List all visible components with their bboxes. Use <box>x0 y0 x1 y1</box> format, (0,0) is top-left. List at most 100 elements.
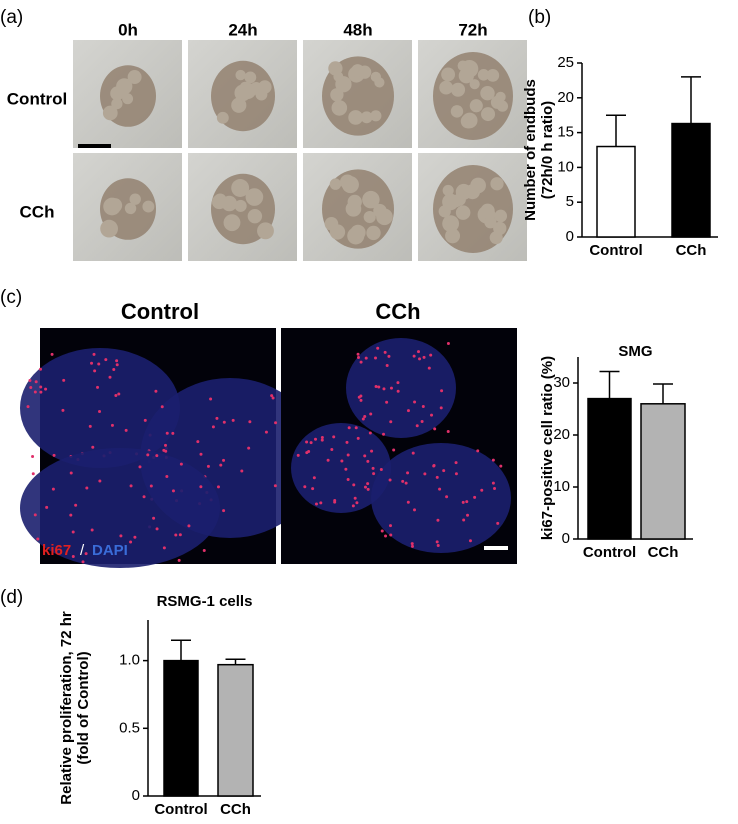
nucleus <box>352 483 356 487</box>
bud <box>258 80 272 94</box>
y-tick-label: 0 <box>562 530 570 547</box>
bud <box>442 215 460 233</box>
nucleus <box>392 448 396 452</box>
nucleus <box>374 384 378 388</box>
tissue <box>20 448 220 568</box>
nucleus <box>446 341 450 345</box>
y-tick-label: 0.5 <box>119 719 140 736</box>
y-tick-label: 25 <box>557 54 574 71</box>
stain-label: DAPI <box>92 542 128 559</box>
nucleus <box>98 479 102 483</box>
image-title: CCh <box>375 299 420 324</box>
scale-bar <box>78 144 111 148</box>
bud <box>331 100 348 116</box>
nucleus <box>396 381 400 385</box>
tissue <box>346 338 456 438</box>
nucleus <box>356 356 360 360</box>
nucleus <box>115 359 119 363</box>
bud <box>235 69 246 81</box>
nucleus <box>160 405 164 409</box>
bud <box>347 227 365 245</box>
timepoint: 72h <box>458 20 487 39</box>
nucleus <box>271 396 275 400</box>
bud <box>102 105 118 121</box>
nucleus <box>376 346 380 350</box>
nucleus <box>97 362 101 366</box>
nucleus <box>143 418 147 422</box>
nucleus <box>31 455 35 459</box>
bud <box>490 177 504 191</box>
nucleus <box>435 540 439 544</box>
nucleus <box>174 533 178 537</box>
bud <box>348 110 363 125</box>
nucleus <box>104 358 108 362</box>
nucleus <box>326 458 330 462</box>
x-tick-label: CCh <box>220 801 251 818</box>
nucleus <box>129 484 133 488</box>
nucleus <box>366 487 370 491</box>
bar <box>596 145 636 238</box>
nucleus <box>369 412 373 416</box>
bud <box>458 68 474 84</box>
bud <box>107 198 123 213</box>
nucleus <box>374 356 378 360</box>
nucleus <box>264 430 268 434</box>
nucleus <box>344 467 348 471</box>
nucleus <box>353 496 357 500</box>
nucleus <box>387 354 391 358</box>
bud <box>477 68 490 81</box>
x-tick-label: CCh <box>648 544 679 561</box>
bud <box>442 193 459 211</box>
bud <box>244 71 257 84</box>
nucleus <box>439 406 443 410</box>
nucleus <box>119 534 123 538</box>
bud <box>329 178 342 190</box>
bud <box>457 60 469 72</box>
nucleus <box>363 485 367 489</box>
nucleus <box>84 552 88 556</box>
nucleus <box>171 489 175 493</box>
nucleus <box>499 464 503 468</box>
nucleus <box>435 475 439 479</box>
y-tick-label: 0 <box>132 787 140 804</box>
nucleus <box>187 524 191 528</box>
timepoint: 0h <box>118 20 138 39</box>
y-tick-label: 10 <box>553 478 570 495</box>
bud <box>142 200 155 213</box>
nucleus <box>368 431 372 435</box>
bud <box>116 78 133 95</box>
nucleus <box>385 400 389 404</box>
bud <box>445 228 461 244</box>
nucleus <box>380 529 384 533</box>
nucleus <box>52 453 56 457</box>
nucleus <box>468 539 472 543</box>
y-axis-label: (fold of Control) <box>75 651 92 764</box>
image-title: Control <box>121 299 199 324</box>
nucleus <box>410 542 414 546</box>
nucleus <box>320 436 324 440</box>
bud <box>480 85 495 101</box>
nucleus <box>96 385 100 389</box>
bud <box>494 209 508 223</box>
bud <box>481 107 496 122</box>
nucleus <box>149 484 153 488</box>
panel-label: (b) <box>528 7 551 28</box>
nucleus <box>432 464 436 468</box>
y-tick-label: 20 <box>557 89 574 106</box>
bud <box>223 214 241 232</box>
bud <box>330 88 344 102</box>
nucleus <box>129 540 133 544</box>
bud <box>231 179 250 197</box>
bud <box>358 65 372 79</box>
nucleus <box>364 356 368 360</box>
nucleus <box>411 451 415 455</box>
bud <box>360 111 373 124</box>
panel-label: (c) <box>0 287 22 308</box>
nucleus <box>473 495 477 499</box>
bud <box>124 202 137 215</box>
nucleus <box>388 478 392 482</box>
nucleus <box>196 440 200 444</box>
bud <box>257 222 274 240</box>
nucleus <box>363 454 367 458</box>
nucleus <box>152 516 156 520</box>
